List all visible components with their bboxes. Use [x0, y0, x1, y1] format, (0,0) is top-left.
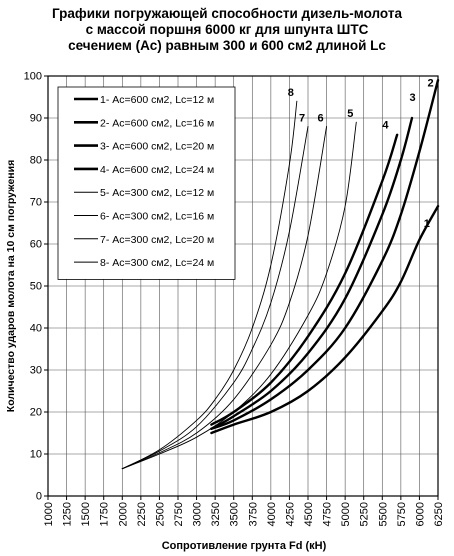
- y-tick-label: 30: [30, 365, 42, 377]
- x-tick-label: 4750: [322, 502, 334, 526]
- curve-label-5: 5: [347, 108, 353, 120]
- curve-label-3: 3: [409, 92, 415, 104]
- series-line-2: [210, 79, 440, 430]
- x-tick-label: 5250: [359, 502, 371, 526]
- legend-label: 1- Ас=600 см2, Lc=12 м: [100, 94, 214, 106]
- curve-labels: 1 2 3 4 5 6 7 8: [288, 78, 434, 231]
- legend-label: 3- Ас=600 см2, Lc=20 м: [100, 141, 214, 153]
- series-line-1: [210, 205, 440, 435]
- chart-title-line-3: сечением (Ас) равным 300 и 600 см2 длино…: [68, 38, 386, 53]
- axes: 0 10 20 30 40 50 60 70 80 90 100 1000 1250 1500 1750 20…: [24, 71, 445, 527]
- curve-label-7: 7: [299, 112, 305, 124]
- curve-label-1: 1: [424, 218, 430, 230]
- y-tick-label: 60: [30, 239, 42, 251]
- y-tick-label: 90: [30, 113, 42, 125]
- y-tick-label: 100: [24, 71, 42, 83]
- curve-label-6: 6: [318, 112, 324, 124]
- series-line-7: [121, 125, 309, 470]
- x-tick-label: 5000: [340, 502, 352, 526]
- y-axis-label: Количество ударов молота на 10 см погруж…: [5, 160, 17, 412]
- chart-title: Графики погружающей способности дизель-м…: [0, 6, 454, 54]
- curve-label-4: 4: [382, 120, 389, 132]
- x-tick-label: 3000: [192, 502, 204, 526]
- legend-label: 6- Ас=300 см2, Lc=16 м: [100, 211, 214, 223]
- legend-label: 8- Ас=300 см2, Lc=24 м: [100, 257, 214, 269]
- y-tick-label: 0: [36, 491, 42, 503]
- x-tick-label: 1500: [80, 502, 92, 526]
- x-tick-label: 4250: [284, 502, 296, 526]
- x-tick-label: 3500: [229, 502, 241, 526]
- x-tick-label: 3750: [247, 502, 259, 526]
- x-tick-label: 5500: [377, 502, 389, 526]
- y-tick-label: 80: [30, 155, 42, 167]
- x-tick-label: 6250: [433, 502, 445, 526]
- x-tick-label: 2500: [154, 502, 166, 526]
- chart-title-line-1: Графики погружающей способности дизель-м…: [52, 6, 402, 21]
- y-tick-label: 20: [30, 407, 42, 419]
- x-tick-label: 2250: [136, 502, 148, 526]
- y-tick-label: 10: [30, 449, 42, 461]
- legend: 1- Ас=600 см2, Lc=12 м 2- Ас=600 см2, Lc=…: [57, 86, 236, 280]
- x-tick-label: 4500: [303, 502, 315, 526]
- series-line-3: [210, 116, 414, 430]
- x-tick-label: 1750: [99, 502, 111, 526]
- y-tick-label: 50: [30, 281, 42, 293]
- series-line-5: [121, 121, 357, 470]
- curve-label-2: 2: [428, 78, 434, 90]
- x-tick-label: 2000: [117, 502, 129, 526]
- series-line-6: [121, 125, 328, 470]
- legend-label: 2- Ас=600 см2, Lc=16 м: [100, 117, 214, 129]
- legend-label: 4- Ас=600 см2, Lc=24 м: [100, 164, 214, 176]
- curve-label-8: 8: [288, 87, 294, 99]
- y-tick-label: 70: [30, 197, 42, 209]
- x-tick-label: 1250: [62, 502, 74, 526]
- series-lines: [121, 79, 440, 470]
- x-tick-label: 1000: [43, 502, 55, 526]
- x-tick-label: 6000: [414, 502, 426, 526]
- x-axis-label: Сопротивление грунта Fd (кН): [162, 540, 327, 552]
- series-line-4: [210, 133, 399, 426]
- y-tick-label: 40: [30, 323, 42, 335]
- x-tick-label: 2750: [173, 502, 185, 526]
- series-line-8: [121, 100, 298, 470]
- legend-label: 5- Ас=300 см2, Lc=12 м: [100, 187, 214, 199]
- chart-title-line-2: с массой поршня 6000 кг для шпунта ШТС: [85, 22, 369, 37]
- x-tick-label: 3250: [210, 502, 222, 526]
- x-tick-label: 4000: [266, 502, 278, 526]
- x-tick-label: 5750: [396, 502, 408, 526]
- legend-box: [57, 86, 236, 280]
- legend-label: 7- Ас=300 см2, Lc=20 м: [100, 234, 214, 246]
